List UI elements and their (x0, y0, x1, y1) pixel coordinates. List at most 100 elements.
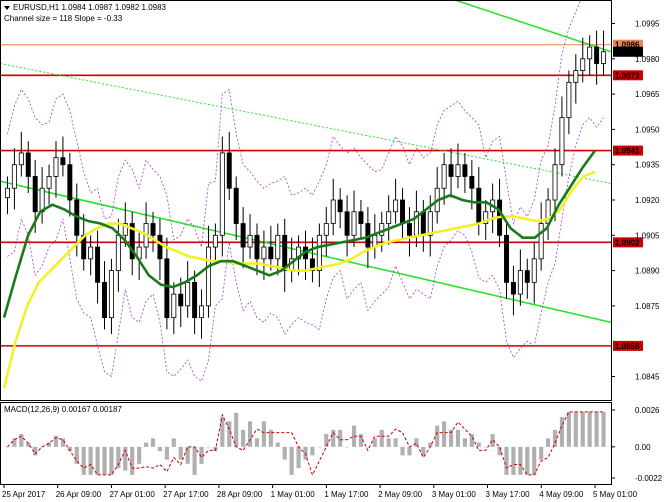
macd-histogram-bar (116, 446, 121, 469)
candle-body (261, 246, 267, 260)
candle-body (573, 70, 579, 83)
macd-histogram-bar (144, 442, 149, 447)
price-tick-label: 1.0995 (635, 20, 660, 29)
macd-histogram-bar (601, 411, 606, 447)
macd-histogram-bar (254, 438, 260, 447)
macd-histogram-bar (594, 411, 599, 447)
candle-body (455, 164, 461, 177)
candle-body (441, 164, 447, 189)
candle-body (164, 258, 170, 319)
price-tick-label: 1.0845 (635, 372, 660, 381)
macd-histogram-bar (5, 446, 10, 448)
macd-histogram-bar (157, 446, 163, 452)
candle-body (386, 211, 392, 224)
candle-body (393, 199, 399, 213)
candle-body (406, 223, 412, 236)
candle-body (566, 81, 572, 119)
candle-body (115, 234, 121, 271)
macd-histogram-bar (95, 446, 100, 475)
current-price-label: 1.0983 (615, 48, 640, 57)
macd-histogram-bar (192, 446, 197, 475)
time-tick-label: 28 Apr 09:00 (217, 490, 263, 499)
macd-histogram-bar (310, 446, 315, 456)
candle-body (483, 211, 489, 224)
macd-histogram-bar (171, 438, 176, 447)
candle-body (205, 246, 211, 307)
macd-histogram-bar (206, 446, 211, 448)
channel-info: Channel size = 118 Slope = -0.33 (4, 14, 123, 23)
candle-body (226, 152, 232, 189)
price-tick-label: 1.0980 (635, 55, 660, 64)
macd-histogram-bar (442, 421, 447, 447)
macd-histogram-bar (164, 446, 169, 460)
candle-body (157, 234, 163, 260)
candle-body (60, 157, 66, 166)
macd-histogram-bar (275, 442, 280, 447)
macd-histogram-bar (46, 442, 52, 447)
candle-body (254, 234, 260, 260)
macd-histogram-bar (393, 438, 398, 447)
macd-histogram-bar (372, 438, 377, 447)
macd-histogram-bar (247, 421, 253, 447)
price-tick-label: 1.0905 (635, 231, 660, 240)
candle-body (344, 211, 350, 236)
macd-histogram-bar (282, 446, 287, 460)
macd-tick-label: 0.00 (635, 443, 651, 452)
candle-body (18, 152, 24, 166)
candle-body (171, 293, 177, 319)
macd-histogram-bar (587, 411, 592, 447)
candle-body (594, 46, 600, 64)
candle-body (476, 187, 482, 224)
macd-histogram-bar (358, 434, 364, 447)
level-price-label: 1.0973 (615, 71, 640, 80)
macd-histogram-bar (400, 446, 405, 456)
candle-body (108, 270, 114, 319)
candle-body (88, 246, 94, 260)
candle-body (427, 211, 433, 236)
level-price-label: 1.0858 (615, 342, 640, 351)
candle-body (233, 187, 239, 224)
macd-histogram-bar (421, 446, 426, 456)
time-tick-label: 26 Apr 09:00 (56, 490, 102, 499)
level-price-tag (613, 39, 643, 50)
candle-body (351, 211, 357, 236)
macd-panel-frame (0, 402, 612, 485)
candle-body (601, 51, 607, 64)
macd-histogram-bar (88, 446, 93, 475)
symbol-menu-icon[interactable] (4, 6, 10, 10)
candle-body (330, 199, 336, 224)
candle-body (268, 246, 274, 260)
macd-histogram-bar (123, 446, 128, 471)
candle-body (192, 281, 198, 319)
envelope-upper-band (7, 0, 582, 248)
candle-body (580, 58, 586, 71)
time-tick-label: 3 May 01:00 (432, 490, 477, 499)
macd-tick-label: -0.0022 (635, 474, 663, 483)
level-price-tag (613, 237, 643, 248)
candle-body (510, 281, 516, 295)
candle-body (150, 223, 156, 236)
time-tick-label: 1 May 01:00 (271, 490, 316, 499)
macd-histogram-bar (234, 412, 239, 447)
macd-histogram-bar (12, 438, 17, 447)
time-tick-label: 5 May 01:00 (593, 490, 638, 499)
macd-histogram-bar (379, 429, 384, 447)
macd-histogram-bar (199, 446, 204, 464)
candle-body (323, 223, 329, 236)
macd-histogram-bar (331, 429, 336, 447)
level-price-tag (613, 340, 643, 351)
candle-body (420, 211, 426, 236)
price-tick-label: 1.0965 (635, 90, 660, 99)
macd-histogram-bar (539, 446, 544, 460)
time-tick-label: 27 Apr 17:00 (163, 490, 209, 499)
candle-body (39, 187, 45, 213)
sma-slow-line (2, 149, 597, 319)
macd-histogram-bar (289, 446, 294, 475)
sma-fast-line (2, 170, 596, 389)
macd-histogram-bar (546, 438, 551, 447)
symbol-header: EURUSD,H1 1.0984 1.0987 1.0982 1.0983 (13, 3, 167, 12)
price-tick-label: 1.0935 (635, 161, 660, 170)
macd-histogram-bar (435, 425, 440, 447)
